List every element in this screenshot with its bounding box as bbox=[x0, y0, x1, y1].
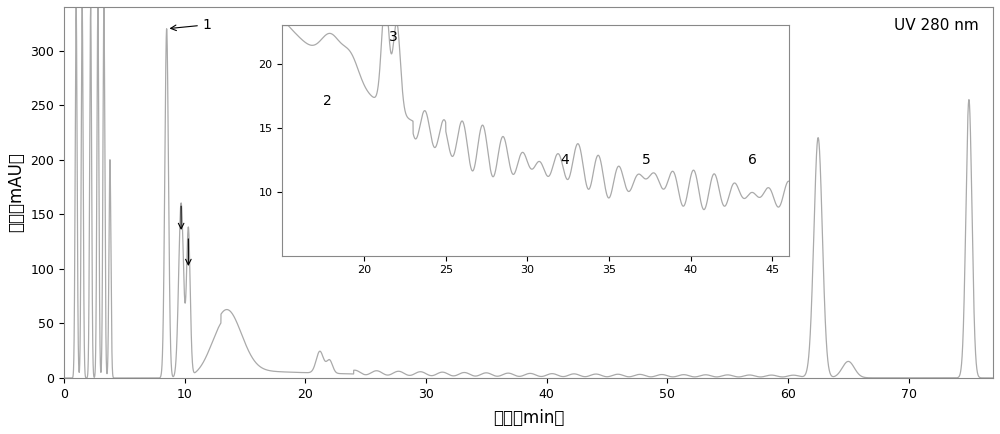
Text: UV 280 nm: UV 280 nm bbox=[894, 18, 979, 33]
Y-axis label: 强度（mAU）: 强度（mAU） bbox=[7, 152, 25, 233]
X-axis label: 时间（min）: 时间（min） bbox=[493, 409, 564, 427]
Text: 1: 1 bbox=[171, 18, 212, 32]
